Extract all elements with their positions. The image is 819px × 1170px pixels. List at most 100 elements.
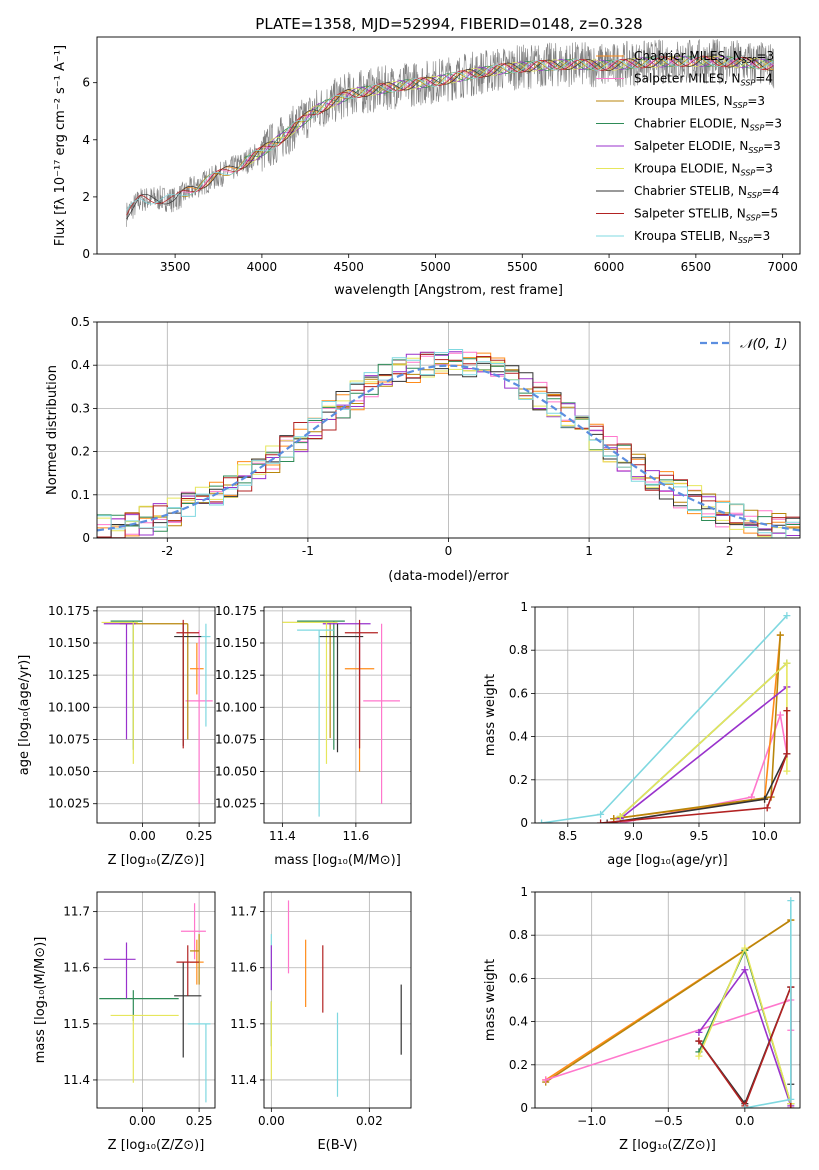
mass-weight-marker	[763, 804, 771, 812]
y-tick-label: 10.025	[215, 797, 257, 811]
mass-weight-marker	[597, 810, 605, 818]
legend-entry: 𝒩(0, 1)	[740, 337, 787, 352]
y-tick-label: 0.3	[71, 401, 90, 415]
y-tick-label: 10.175	[215, 604, 257, 618]
y-tick-label: 0.6	[509, 686, 528, 700]
errorbar-point	[319, 623, 364, 753]
y-tick-label: 10.075	[215, 732, 257, 746]
errorbar-point	[103, 623, 136, 740]
y-tick-label: 10.150	[215, 636, 257, 650]
mass_vs_ebv-plot-area	[270, 900, 402, 1097]
x-tick-label: −1.0	[577, 1114, 606, 1128]
mass-weight-marker	[538, 819, 546, 823]
massweight_vs_Z-frame	[534, 891, 801, 1109]
mass_vs_ebv-axes: 0.00 0.02 11.4 11.5 11.6 11.7	[230, 892, 411, 1128]
x-tick-label: 11.4	[269, 829, 296, 843]
legend-entry: Salpeter ELODIE, NSSP=3	[634, 139, 781, 155]
y-tick-label: 0	[520, 1101, 528, 1115]
residuals-xlabel: (data-model)/error	[388, 569, 509, 584]
y-tick-label: 10.025	[48, 797, 90, 811]
age_vs_mass-xlabel: mass [log₁₀(M/M⊙)]	[274, 853, 401, 868]
x-tick-label: 4500	[333, 260, 364, 274]
y-tick-label: 0	[82, 531, 90, 545]
y-tick-label: 10.050	[215, 765, 257, 779]
mass-weight-marker	[783, 659, 791, 667]
errorbar-point	[99, 990, 179, 1022]
mass_vs_Z-frame	[96, 891, 216, 1109]
mass-weight-series	[600, 710, 788, 823]
massweight_vs_Z-axes: −1.0 −0.5 0.0 0 0.2 0.4 0.6 0.8 1	[509, 885, 800, 1128]
x-tick-label: 0.25	[186, 1114, 213, 1128]
y-tick-label: 11.7	[230, 905, 257, 919]
mass-weight-marker	[776, 711, 784, 719]
age_vs_mass-axes: 11.4 11.6 10.025 10.050 10.075 10.100 10.125 10…	[215, 604, 411, 843]
y-tick-label: 0.2	[509, 1058, 528, 1072]
y-tick-label: 10.100	[215, 700, 257, 714]
legend-entry: Kroupa ELODIE, NSSP=3	[634, 162, 773, 178]
y-tick-label: 0.6	[509, 971, 528, 985]
mass-weight-marker	[616, 813, 624, 821]
y-tick-label: 0.8	[509, 643, 528, 657]
mass-weight-series	[607, 753, 788, 823]
errorbar-point	[110, 1014, 179, 1083]
y-tick-label: 0.4	[509, 730, 528, 744]
y-tick-label: 10.075	[48, 732, 90, 746]
histogram-step	[97, 353, 800, 534]
mass-weight-series	[619, 686, 788, 820]
spectrum-legend: Chabrier MILES, NSSP=3 Salpeter MILES, NS…	[596, 49, 782, 245]
mass-weight-marker	[542, 1076, 550, 1084]
spectrum-xlabel: wavelength [Angstrom, rest frame]	[334, 283, 563, 298]
y-tick-label: 11.6	[63, 961, 90, 975]
legend-entry: Chabrier ELODIE, NSSP=3	[634, 117, 782, 133]
y-tick-label: 2	[82, 190, 90, 204]
x-tick-label: 0.00	[129, 829, 156, 843]
mass-weight-marker	[695, 1037, 703, 1045]
spectrum-model-line	[126, 55, 774, 211]
mass_vs_Z-ylabel: mass [log₁₀(M/M⊙)]	[33, 937, 48, 1064]
errorbar-point	[103, 942, 136, 999]
x-tick-label: 3500	[160, 260, 191, 274]
mass-weight-marker	[741, 944, 749, 952]
mass_vs_Z-xlabel: Z [log₁₀(Z/Z⊙)]	[108, 1138, 205, 1153]
x-tick-label: 0.25	[186, 829, 213, 843]
errorbar-point	[201, 623, 211, 727]
massweight_vs_Z-xlabel: Z [log₁₀(Z/Z⊙)]	[619, 1138, 716, 1153]
x-tick-label: 1	[585, 544, 593, 558]
age_vs_Z-ylabel: age [log₁₀(age/yr)]	[17, 655, 32, 776]
x-tick-label: 6000	[594, 260, 625, 274]
legend-entry: Kroupa STELIB, NSSP=3	[634, 229, 770, 245]
mass-weight-marker	[741, 1104, 749, 1108]
figure-title: PLATE=1358, MJD=52994, FIBERID=0148, z=0…	[255, 15, 642, 33]
x-tick-label: -1	[302, 544, 314, 558]
y-tick-label: 0.8	[509, 928, 528, 942]
legend-entry: Salpeter STELIB, NSSP=5	[634, 207, 778, 223]
errorbar-point	[282, 621, 331, 739]
errorbar-point	[344, 619, 378, 749]
mass-weight-marker	[603, 819, 611, 823]
massweight_vs_age-axes: 8.5 9.0 9.5 10.0 0 0.2 0.4 0.6 0.8 1	[509, 600, 800, 843]
mass-weight-series	[541, 615, 788, 823]
x-tick-label: 0.0	[735, 1114, 754, 1128]
massweight_vs_Z-ylabel: mass weight	[483, 959, 498, 1041]
mass_vs_Z-plot-area	[99, 903, 211, 1103]
errorbar-point	[363, 623, 400, 804]
massweight_vs_age-frame	[534, 606, 801, 824]
legend-entry: Salpeter MILES, NSSP=4	[634, 72, 773, 88]
errorbar-point	[190, 643, 204, 695]
mass-weight-marker	[783, 612, 791, 620]
y-tick-label: 11.5	[63, 1017, 90, 1031]
residuals-ylabel: Normed distribution	[45, 365, 60, 495]
x-tick-label: 0.00	[258, 1114, 285, 1128]
mass-weight-series	[613, 635, 782, 820]
x-tick-label: 6500	[681, 260, 712, 274]
histogram-step	[97, 349, 800, 538]
age_vs_mass-plot-area	[282, 619, 400, 817]
x-tick-label: 9.5	[689, 829, 708, 843]
mass_vs_ebv-xlabel: E(B-V)	[317, 1138, 357, 1153]
y-tick-label: 0.1	[71, 488, 90, 502]
mass_vs_Z-axes: 0.00 0.25 11.4 11.5 11.6 11.7	[63, 892, 215, 1128]
spectrum-ylabel: Flux [fλ 10⁻¹⁷ erg cm⁻² s⁻¹ A⁻¹]	[53, 45, 68, 246]
mass-weight-marker	[761, 795, 769, 803]
y-tick-label: 11.5	[230, 1017, 257, 1031]
